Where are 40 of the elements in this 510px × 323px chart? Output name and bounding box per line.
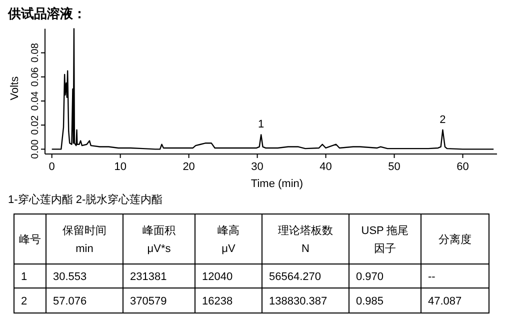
chart-title: 供试品溶液：: [7, 6, 86, 21]
x-tick-label: 0: [48, 161, 55, 173]
y-axis-title: Volts: [9, 76, 21, 100]
text: 峰面积 μV*s: [142, 225, 176, 255]
x-tick-label: 60: [456, 161, 469, 173]
text: 2: [21, 296, 28, 308]
y-tick-label: 0.00: [30, 139, 41, 159]
text: 12040: [202, 271, 233, 283]
text: 56564.270: [269, 271, 321, 283]
text: 370579: [130, 296, 167, 308]
annotation: 1: [258, 118, 264, 131]
text: USP 拖尾因子: [361, 225, 409, 255]
text: 0.970: [356, 271, 384, 283]
x-tick-label: 40: [320, 161, 332, 173]
text: 16238: [202, 296, 233, 308]
y-tick-label: 0.04: [30, 90, 41, 111]
x-tick-label: 50: [388, 161, 400, 173]
text: 1: [21, 271, 28, 283]
text: 峰号: [19, 234, 41, 246]
x-tick-label: 20: [182, 161, 195, 173]
text: 30.553: [53, 271, 87, 283]
text: 峰高 μV: [218, 224, 240, 255]
text: 138830.387: [269, 296, 328, 308]
text: 47.087: [428, 296, 462, 308]
text: 0.985: [356, 296, 384, 308]
text: 分离度: [438, 233, 472, 246]
line-series: [51, 28, 494, 150]
text: 理论塔板数 N: [278, 224, 333, 255]
x-axis-title: Time (min): [250, 178, 304, 190]
y-tick-label: 0.08: [30, 42, 41, 63]
text: 1-穿心莲内酯 2-脱水穿心莲内酯: [8, 193, 163, 206]
text: 231381: [130, 271, 167, 283]
y-tick-label: 0.02: [30, 114, 41, 135]
y-tick-label: 0.06: [30, 66, 41, 87]
annotation: 2: [440, 114, 446, 126]
x-tick-label: 10: [114, 161, 126, 173]
x-tick-label: 30: [251, 161, 264, 173]
text: --: [428, 271, 436, 283]
text: 57.076: [53, 296, 87, 308]
text: 保留时间 min: [62, 224, 106, 255]
